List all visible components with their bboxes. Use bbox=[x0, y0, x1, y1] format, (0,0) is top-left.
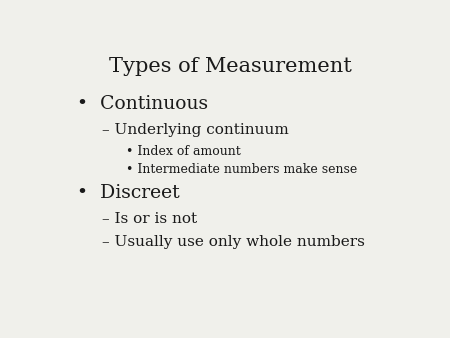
Text: – Underlying continuum: – Underlying continuum bbox=[102, 123, 288, 137]
Text: Types of Measurement: Types of Measurement bbox=[109, 57, 352, 76]
Text: • Index of amount: • Index of amount bbox=[126, 145, 241, 158]
Text: •  Continuous: • Continuous bbox=[77, 95, 208, 113]
Text: – Usually use only whole numbers: – Usually use only whole numbers bbox=[102, 235, 364, 249]
Text: • Intermediate numbers make sense: • Intermediate numbers make sense bbox=[126, 163, 357, 176]
Text: •  Discreet: • Discreet bbox=[77, 184, 180, 202]
Text: – Is or is not: – Is or is not bbox=[102, 212, 197, 226]
